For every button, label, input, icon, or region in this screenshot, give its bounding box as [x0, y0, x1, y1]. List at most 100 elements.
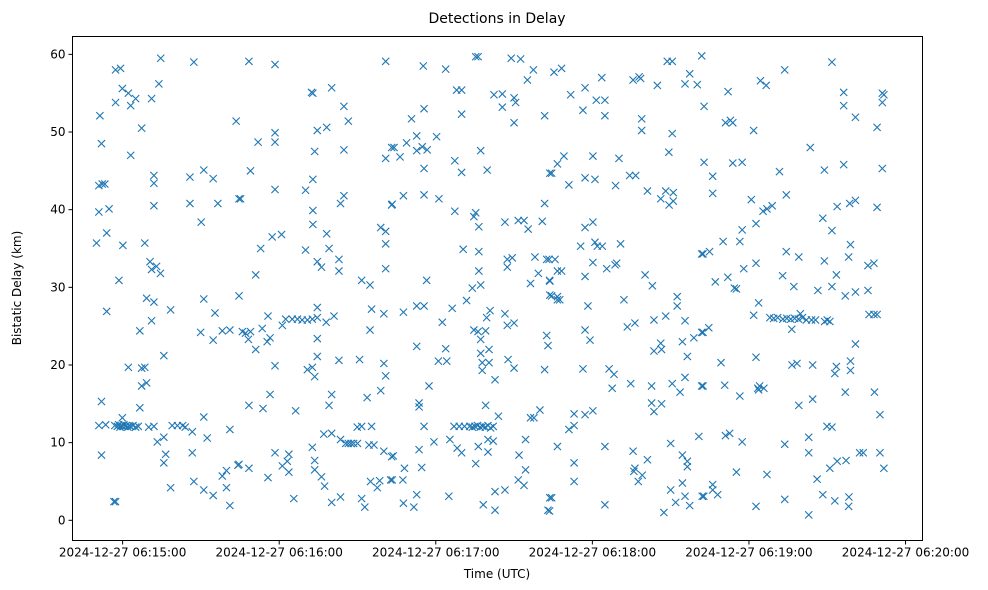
data-point [507, 54, 516, 63]
x-marker-icon [457, 448, 466, 457]
data-point [588, 406, 597, 415]
x-marker-icon [669, 197, 678, 206]
x-marker-icon [678, 479, 687, 488]
x-marker-icon [291, 406, 300, 415]
data-point [538, 217, 547, 226]
data-point [749, 126, 758, 135]
data-point [732, 468, 741, 477]
x-marker-icon [149, 171, 158, 180]
x-marker-icon [551, 255, 560, 264]
x-marker-icon [830, 369, 839, 378]
data-point [476, 335, 485, 344]
x-marker-icon [807, 315, 816, 324]
x-marker-icon [873, 310, 882, 319]
x-marker-icon [415, 445, 424, 454]
x-marker-icon [738, 225, 747, 234]
x-marker-icon [381, 57, 390, 66]
x-marker-icon [95, 111, 104, 120]
x-marker-icon [788, 361, 797, 369]
y-tick-label: 0 [58, 513, 66, 527]
data-point [327, 390, 336, 399]
x-marker-icon [376, 223, 385, 232]
x-marker-icon [474, 222, 483, 231]
data-point [420, 190, 429, 199]
x-marker-icon [301, 186, 310, 195]
x-marker-icon [396, 152, 405, 161]
data-point [638, 471, 647, 480]
data-point [825, 464, 834, 473]
data-point [698, 492, 707, 501]
x-marker-icon [612, 259, 621, 268]
x-marker-icon [557, 64, 566, 73]
data-point [412, 490, 421, 499]
x-marker-icon [373, 483, 382, 492]
data-point [196, 328, 205, 337]
data-point [381, 57, 390, 66]
data-point [806, 143, 815, 152]
x-marker-icon [827, 58, 836, 67]
x-marker-icon [149, 422, 158, 431]
data-point [483, 166, 492, 175]
data-point [697, 249, 706, 258]
data-point [738, 225, 747, 234]
data-point [681, 373, 690, 382]
data-point [381, 239, 390, 248]
data-point [818, 214, 827, 223]
data-point [327, 498, 336, 507]
x-marker-icon [794, 401, 803, 410]
x-marker-icon [111, 98, 120, 107]
data-point [336, 199, 345, 208]
x-marker-icon [808, 395, 817, 404]
data-point [322, 229, 331, 238]
x-marker-icon [92, 239, 101, 248]
data-point [668, 57, 677, 66]
data-point [147, 94, 156, 103]
x-marker-icon [698, 492, 707, 501]
data-point [500, 309, 509, 318]
data-point [498, 103, 507, 112]
x-marker-icon [114, 276, 123, 285]
x-marker-icon [381, 154, 390, 163]
x-marker-icon [438, 318, 447, 327]
data-point [478, 358, 487, 367]
data-point [246, 327, 255, 336]
data-point [699, 492, 708, 501]
data-point [782, 190, 791, 199]
x-marker-icon [845, 199, 854, 208]
data-point [547, 493, 556, 502]
x-marker-icon [641, 270, 650, 279]
data-point [614, 154, 623, 163]
data-point [313, 334, 322, 343]
x-marker-icon [542, 255, 551, 264]
x-marker-icon [310, 465, 319, 474]
x-marker-icon [553, 159, 562, 168]
x-marker-icon [434, 194, 443, 203]
x-marker-icon [334, 255, 343, 264]
x-marker-icon [724, 87, 733, 96]
x-marker-icon [339, 191, 348, 200]
x-marker-icon [782, 247, 791, 256]
x-marker-icon [728, 118, 737, 127]
data-point [762, 470, 771, 479]
x-marker-icon [773, 313, 782, 322]
x-marker-icon [474, 267, 483, 276]
data-point [699, 328, 708, 337]
x-marker-icon [636, 74, 645, 83]
x-marker-icon [570, 458, 579, 467]
data-point [92, 239, 101, 248]
data-point [310, 147, 319, 156]
x-marker-icon [241, 329, 250, 338]
x-marker-icon [705, 247, 714, 256]
x-marker-icon [147, 316, 156, 325]
data-point [349, 439, 358, 448]
x-marker-icon [353, 439, 362, 448]
x-marker-icon [399, 499, 408, 508]
x-marker-icon [308, 315, 317, 324]
x-marker-icon [544, 341, 552, 350]
data-point [319, 430, 328, 439]
x-marker-icon [105, 204, 114, 213]
data-point [420, 164, 429, 173]
x-marker-icon [570, 421, 579, 430]
data-point [845, 199, 854, 208]
x-marker-icon [266, 390, 275, 399]
